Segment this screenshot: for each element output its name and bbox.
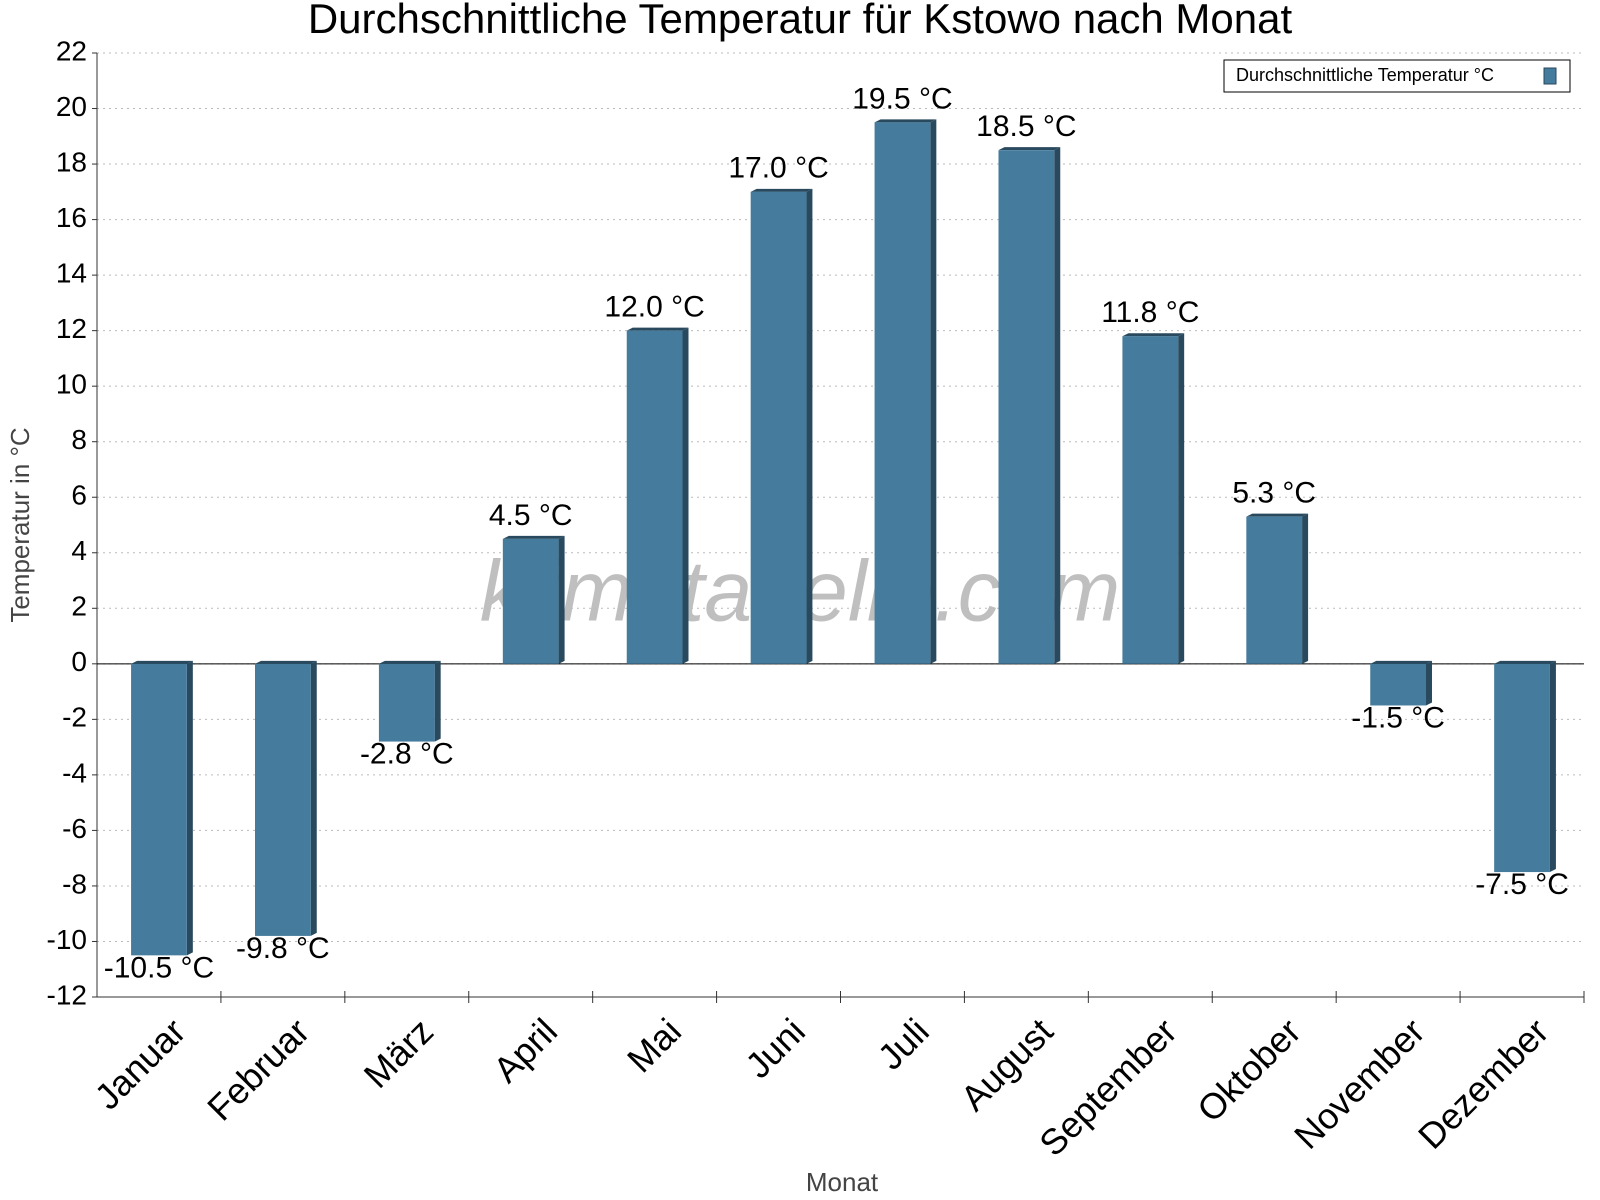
bar-face: [998, 150, 1055, 664]
bar-face: [874, 122, 931, 664]
bar: [254, 660, 317, 936]
y-tick-label: 14: [56, 258, 87, 289]
value-label: 12.0 °C: [604, 291, 704, 324]
chart-title: Durchschnittliche Temperatur für Kstowo …: [308, 0, 1293, 42]
bar-side: [1549, 660, 1556, 873]
bar-top: [131, 660, 193, 664]
y-tick-label: 8: [71, 424, 87, 455]
bar-face: [626, 330, 683, 664]
bar: [131, 660, 193, 956]
value-label: -2.8 °C: [360, 737, 454, 770]
bar: [626, 327, 689, 664]
y-tick-label: -4: [62, 757, 87, 788]
x-axis-label: Monat: [806, 1167, 879, 1197]
value-label: -10.5 °C: [104, 951, 214, 984]
y-axis-label: Temperatur in °C: [5, 427, 35, 622]
bar-side: [310, 660, 317, 936]
value-label: 19.5 °C: [852, 82, 952, 115]
y-tick-label: 12: [56, 313, 87, 344]
value-label: 18.5 °C: [976, 110, 1076, 143]
y-tick-label: 0: [71, 646, 87, 677]
y-tick-label: -8: [62, 868, 87, 899]
y-tick-label: 18: [56, 146, 87, 177]
bar-side: [558, 535, 565, 664]
y-tick-label: 20: [56, 91, 87, 122]
bar-side: [434, 660, 441, 742]
y-tick-label: -2: [62, 702, 87, 733]
bar: [378, 660, 441, 742]
bar-face: [1122, 336, 1179, 664]
legend: Durchschnittliche Temperatur °C: [1223, 59, 1571, 93]
bar-face: [502, 538, 559, 664]
value-label: -1.5 °C: [1351, 701, 1445, 734]
bar-side: [682, 327, 689, 664]
bar-top: [1494, 660, 1556, 664]
y-tick-label: 22: [56, 35, 87, 66]
y-tick-label: 16: [56, 202, 87, 233]
bar-side: [1054, 147, 1061, 664]
bar-side: [186, 660, 193, 956]
bar-face: [750, 191, 807, 664]
bar-top: [998, 147, 1061, 151]
bar-face: [1494, 663, 1550, 873]
bar-top: [1370, 660, 1433, 664]
bar-top: [502, 535, 565, 539]
value-label: 4.5 °C: [489, 499, 573, 532]
bar: [1494, 660, 1556, 873]
bar-top: [626, 327, 689, 331]
bar-face: [378, 663, 435, 742]
bar: [1370, 660, 1433, 706]
y-tick-label: 10: [56, 369, 87, 400]
bar-side: [1426, 660, 1433, 706]
bar-side: [1302, 513, 1309, 664]
value-label: 17.0 °C: [728, 152, 828, 185]
bar-top: [1246, 513, 1309, 517]
bar-top: [254, 660, 317, 664]
y-tick-label: -10: [47, 924, 87, 955]
bar-top: [1122, 333, 1185, 337]
value-label: 11.8 °C: [1101, 296, 1199, 329]
bar-top: [874, 119, 937, 123]
y-tick-label: 4: [71, 535, 87, 566]
bar: [998, 147, 1061, 664]
value-label: -9.8 °C: [236, 932, 330, 965]
y-tick-label: -12: [47, 979, 87, 1010]
legend-swatch: [1543, 67, 1557, 85]
bar-side: [806, 188, 813, 664]
bar-face: [1370, 663, 1427, 706]
bar: [874, 119, 937, 664]
bar-side: [930, 119, 937, 664]
bar-face: [131, 663, 187, 956]
bar: [1246, 513, 1309, 664]
legend-label: Durchschnittliche Temperatur °C: [1236, 65, 1494, 85]
bar: [1122, 333, 1185, 664]
bar-side: [1178, 333, 1185, 664]
bar-face: [254, 663, 311, 936]
y-tick-label: 6: [71, 480, 87, 511]
bar-top: [378, 660, 441, 664]
y-tick-label: 2: [71, 591, 87, 622]
bar: [502, 535, 565, 664]
value-label: -7.5 °C: [1475, 868, 1569, 901]
bar-top: [750, 188, 813, 192]
value-label: 5.3 °C: [1232, 477, 1316, 510]
bar-face: [1246, 516, 1303, 664]
y-tick-label: -6: [62, 813, 87, 844]
legend-box: [1223, 59, 1571, 93]
bar: [750, 188, 813, 664]
